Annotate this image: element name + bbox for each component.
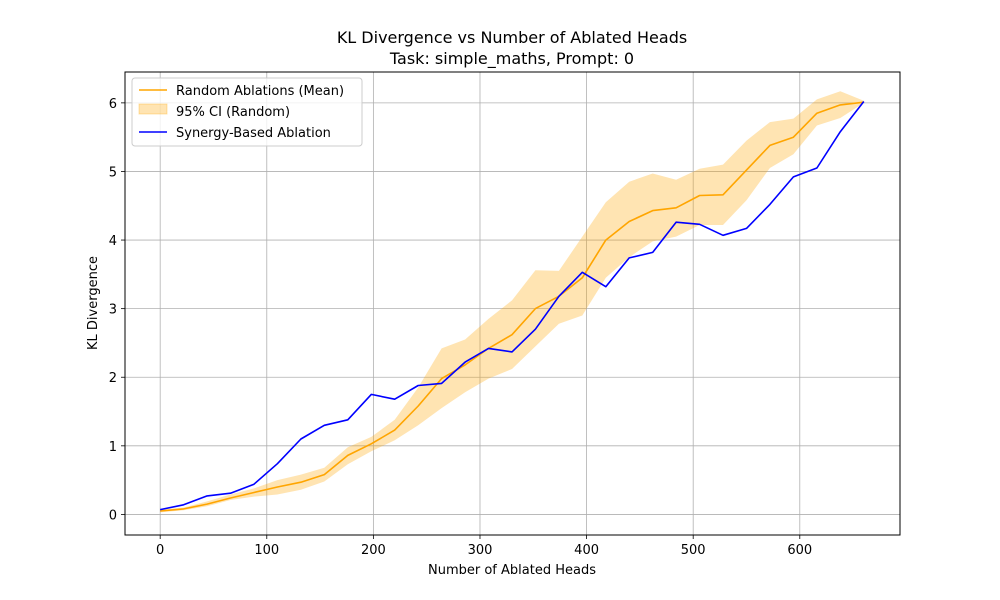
legend-swatch-ci-band — [138, 103, 168, 115]
y-tick-label: 5 — [109, 165, 117, 180]
axis-ticks: 0 100 200 300 400 500 600 0 1 2 3 4 5 6 — [109, 97, 812, 558]
series-line-synergy — [160, 101, 865, 511]
legend-frame — [131, 77, 363, 147]
ci-band-random — [160, 91, 864, 513]
x-tick-label: 300 — [468, 543, 493, 558]
plot-frame — [124, 71, 901, 536]
legend-label-ci-band: 95% CI (Random) — [176, 105, 290, 120]
x-tick-label: 400 — [574, 543, 599, 558]
y-tick-label: 3 — [109, 303, 117, 318]
y-tick-label: 6 — [109, 97, 117, 112]
chart-subtitle: Task: simple_maths, Prompt: 0 — [389, 49, 634, 69]
legend: Random Ablations (Mean) 95% CI (Random) … — [131, 77, 363, 147]
x-tick-label: 0 — [156, 543, 164, 558]
legend-label-random-mean: Random Ablations (Mean) — [176, 84, 344, 99]
x-tick-label: 600 — [787, 543, 812, 558]
y-tick-label: 1 — [109, 440, 117, 455]
chart-title: KL Divergence vs Number of Ablated Heads — [337, 28, 687, 47]
y-tick-label: 2 — [109, 371, 117, 386]
legend-label-synergy: Synergy-Based Ablation — [176, 126, 331, 141]
x-tick-label: 500 — [681, 543, 706, 558]
x-tick-label: 100 — [254, 543, 279, 558]
y-axis-label: KL Divergence — [86, 256, 101, 350]
x-tick-label: 200 — [361, 543, 386, 558]
y-tick-label: 4 — [109, 234, 117, 249]
y-tick-label: 0 — [109, 508, 117, 523]
series-line-random-mean — [160, 101, 864, 512]
grid — [125, 72, 900, 535]
series-lines — [160, 101, 865, 512]
x-axis-label: Number of Ablated Heads — [428, 563, 596, 578]
ci-band-layer — [160, 91, 864, 513]
